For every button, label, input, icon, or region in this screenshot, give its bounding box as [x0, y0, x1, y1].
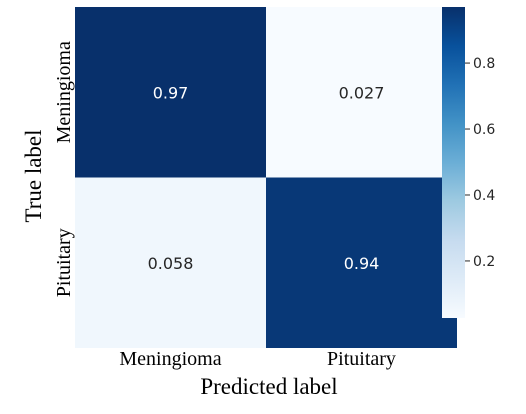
cell-value-label: 0.027 [339, 83, 385, 102]
colorbar-tick-label: 0.8 [473, 56, 495, 72]
heatmap-cells [75, 7, 457, 348]
cell-value-label: 0.058 [148, 254, 194, 273]
colorbar-ticks: 0.2 0.4 0.6 0.8 [465, 56, 495, 270]
y-tick-label: Pituitary [53, 228, 75, 297]
heatmap-cell-labels: 0.97 0.027 0.058 0.94 [148, 83, 385, 273]
heatmap-cell [266, 7, 457, 178]
cell-value-label: 0.94 [344, 254, 380, 273]
y-tick-labels: Meningioma Pituitary [53, 41, 75, 297]
colorbar-tick-label: 0.4 [473, 188, 495, 204]
colorbar [442, 7, 465, 318]
y-axis-label: True label [21, 129, 46, 222]
heatmap-cell [266, 177, 457, 348]
x-tick-label: Meningioma [119, 348, 221, 370]
x-tick-label: Pituitary [327, 348, 396, 370]
heatmap-cell [75, 7, 266, 178]
y-tick-label: Meningioma [53, 41, 75, 143]
colorbar-tick-label: 0.6 [473, 122, 495, 138]
heatmap-cell [75, 177, 266, 348]
x-tick-labels: Meningioma Pituitary [119, 348, 396, 370]
x-axis-label: Predicted label [200, 374, 337, 399]
colorbar-tick-label: 0.2 [473, 254, 495, 270]
cell-value-label: 0.97 [153, 83, 189, 102]
